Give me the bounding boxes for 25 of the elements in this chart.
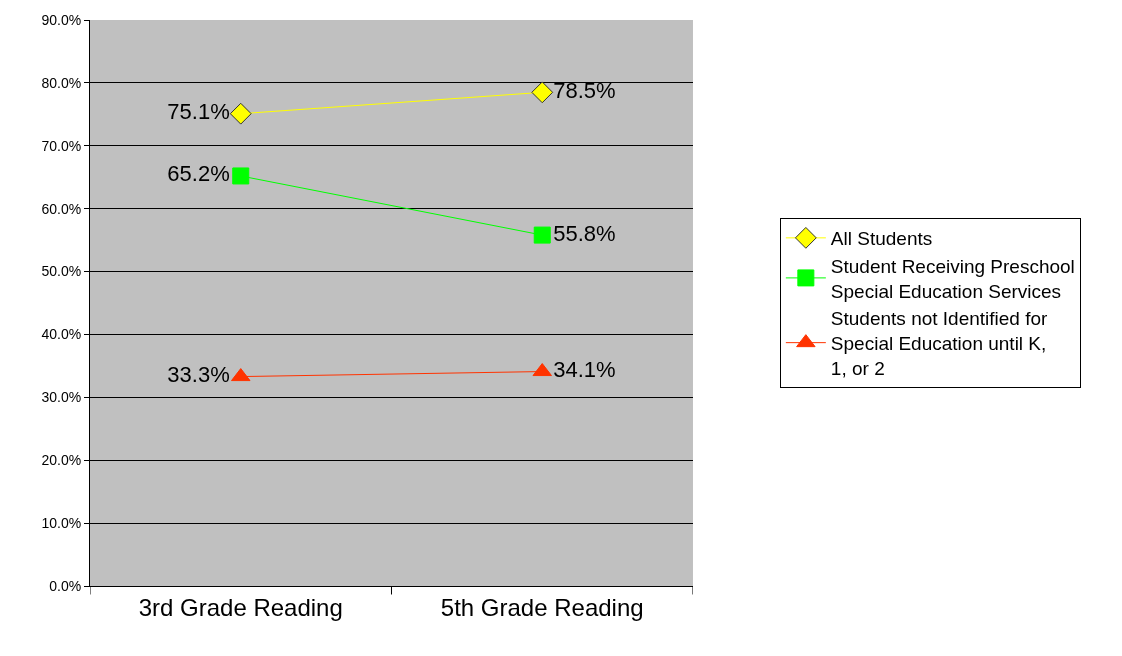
point	[531, 81, 554, 104]
y-tick-label: 70.0%	[41, 137, 82, 154]
y-tick-label: 40.0%	[41, 326, 82, 343]
point	[232, 167, 250, 185]
y-tick-label: 60.0%	[41, 200, 82, 217]
legend-label: Students not Identified for Special Education until K, 1, or 2	[830, 308, 1049, 379]
x-tick-label: 3rd Grade Reading	[138, 593, 343, 621]
data-label: 33.3%	[167, 362, 230, 388]
y-tick-label: 90.0%	[41, 11, 82, 28]
data-label: 75.1%	[167, 99, 230, 125]
y-tick-label: 50.0%	[41, 263, 82, 280]
y-tick-label: 10.0%	[41, 515, 82, 532]
y-tick-label: 30.0%	[41, 389, 82, 406]
legend-label: Student Receiving Preschool Special Education Services	[830, 255, 1075, 302]
data-label: 65.2%	[167, 161, 230, 187]
point	[229, 102, 252, 125]
point	[533, 226, 551, 244]
y-tick-label: 80.0%	[41, 74, 82, 91]
x-tick-label: 5th Grade Reading	[440, 593, 644, 621]
data-label: 55.8%	[553, 220, 616, 246]
y-tick-label: 20.0%	[41, 452, 82, 469]
y-tick-label: 0.0%	[49, 577, 82, 594]
legend-label: All Students	[830, 228, 933, 250]
data-label: 78.5%	[553, 77, 616, 103]
data-label: 34.1%	[553, 357, 616, 383]
